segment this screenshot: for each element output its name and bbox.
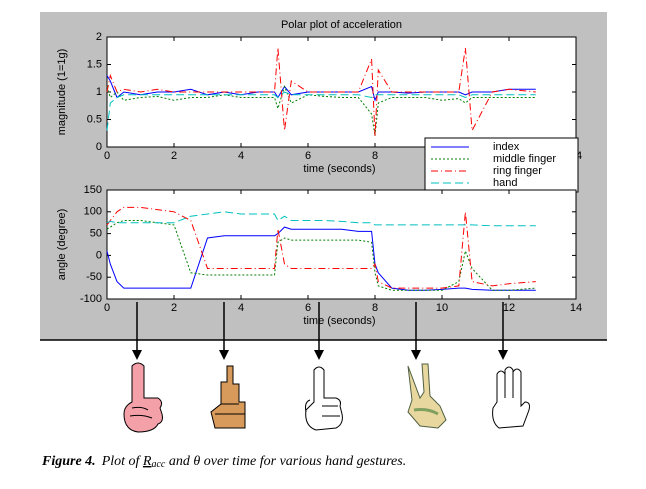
hand-icon	[407, 363, 447, 429]
x-tick-label: 4	[238, 150, 244, 162]
series-line	[106, 206, 536, 289]
x-tick-label: 0	[104, 302, 110, 314]
hand-icon	[123, 362, 163, 433]
caption-text: and θ over time for various hand gesture…	[165, 454, 406, 469]
x-axis-label: time (seconds)	[303, 315, 375, 327]
x-tick-label: 10	[436, 302, 448, 314]
x-tick-label: 6	[305, 302, 311, 314]
series-line	[106, 211, 536, 227]
x-tick-label: 8	[372, 150, 378, 162]
chart-title: Polar plot of acceleration	[281, 19, 402, 31]
x-tick-label: 2	[171, 150, 177, 162]
x-tick-label: 4	[238, 302, 244, 314]
caption-subscript: acc	[151, 459, 165, 470]
series-line	[106, 91, 536, 131]
arrow-head	[219, 350, 229, 360]
caption-text: Plot of	[101, 454, 143, 469]
arrows	[132, 302, 508, 360]
y-tick-label: 50	[90, 228, 102, 240]
y-tick-label: 1	[96, 86, 102, 98]
legend-label: ring finger	[493, 165, 542, 177]
hand-icon	[492, 366, 530, 429]
series-line	[106, 47, 536, 137]
y-tick-label: 1.5	[87, 58, 102, 70]
legend-label: hand	[493, 177, 517, 189]
x-tick-label: 12	[503, 302, 515, 314]
x-tick-label: 2	[171, 302, 177, 314]
y-tick-label: 0	[96, 249, 102, 261]
arrow-head	[498, 350, 508, 360]
x-tick-label: 14	[570, 302, 582, 314]
y-tick-label: -50	[86, 271, 102, 283]
x-axis-label: time (seconds)	[303, 163, 375, 175]
arrow-head	[132, 350, 142, 360]
x-tick-label: 8	[372, 302, 378, 314]
legend-label: index	[493, 141, 520, 153]
y-tick-label: 0	[96, 141, 102, 153]
hand-icon	[210, 365, 246, 429]
caption: Figure 4. Plot of Racc and θ over time fo…	[41, 454, 406, 470]
y-tick-label: -100	[80, 293, 102, 305]
arrow-head	[411, 350, 421, 360]
caption-label: Figure 4.	[41, 454, 96, 469]
y-axis-label: angle (degree)	[56, 209, 68, 281]
x-tick-label: 0	[104, 150, 110, 162]
hand-icon	[305, 366, 343, 431]
series-line	[106, 226, 536, 291]
series-line	[106, 220, 536, 291]
y-axis-label: magnitude (1=1g)	[56, 49, 68, 136]
plot-area	[106, 189, 577, 300]
y-tick-label: 100	[84, 206, 102, 218]
legend-label: middle finger	[493, 153, 556, 165]
x-tick-label: 6	[305, 150, 311, 162]
y-tick-label: 0.5	[87, 113, 102, 125]
y-tick-label: 150	[84, 184, 102, 196]
arrow-head	[314, 350, 324, 360]
caption-symbol: R	[142, 454, 152, 469]
y-tick-label: 2	[96, 31, 102, 43]
